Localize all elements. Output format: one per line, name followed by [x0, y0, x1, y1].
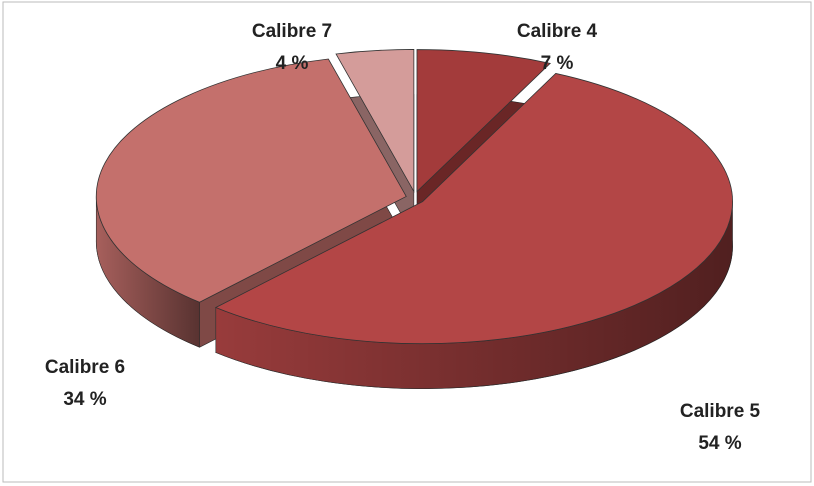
slice [416, 49, 552, 193]
slice-value-label: 7 % [541, 53, 574, 74]
slice-label: Calibre 7 [252, 21, 332, 42]
slice [95, 58, 407, 303]
slice-label: Calibre 5 [680, 401, 761, 422]
slice-label: Calibre 4 [517, 21, 598, 42]
slice-side-shade [215, 201, 733, 389]
slice-value-label: 54 % [698, 433, 741, 454]
slice [214, 73, 733, 345]
slice [335, 49, 415, 193]
slice-value-label: 34 % [63, 389, 106, 410]
slice-side-shade [96, 196, 200, 348]
slice-value-label: 4 % [276, 53, 309, 74]
slice-label: Calibre 6 [45, 357, 125, 378]
